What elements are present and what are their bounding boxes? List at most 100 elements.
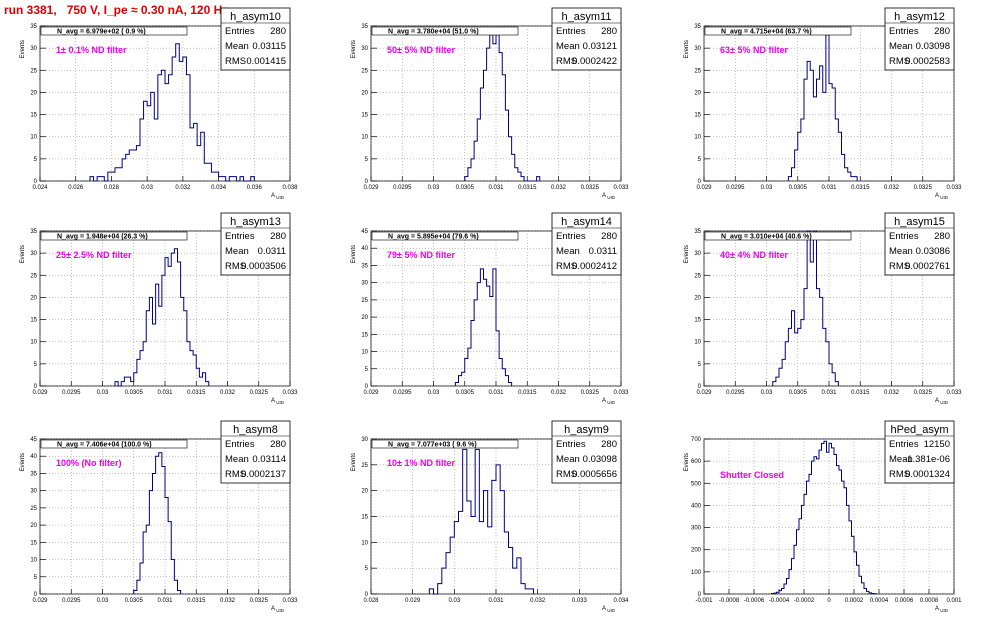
x-tick-label: 0.031 <box>488 598 504 604</box>
x-tick-label: 0.0004 <box>870 598 889 604</box>
stats-key: Entries <box>889 26 919 37</box>
x-tick-label: 0.036 <box>247 185 263 191</box>
navg-box <box>40 26 188 36</box>
x-tick-label: 0.033 <box>613 185 629 191</box>
x-tick-label: 0.029 <box>363 390 379 396</box>
stats-value: 0.0005656 <box>572 469 617 480</box>
x-tick-label: 0.0305 <box>456 390 475 396</box>
y-tick-label: 100 <box>691 570 702 576</box>
y-axis-title: Events <box>351 453 357 471</box>
x-tick-label: 0.029 <box>363 185 379 191</box>
x-tick-label: 0.0325 <box>914 390 933 396</box>
y-tick-label: 30 <box>361 437 368 443</box>
y-tick-label: 35 <box>361 263 368 269</box>
y-tick-label: 25 <box>30 68 37 74</box>
y-tick-label: 30 <box>361 46 368 52</box>
y-tick-label: 5 <box>365 367 369 373</box>
y-tick-label: 0 <box>365 384 369 390</box>
navg-box <box>371 26 519 36</box>
x-axis-title: A UID <box>602 398 616 405</box>
y-tick-label: 15 <box>361 332 368 338</box>
y-tick-label: 20 <box>30 90 37 96</box>
y-tick-label: 25 <box>694 273 701 279</box>
filter-label: 63± 5% ND filter <box>720 45 788 55</box>
histogram-panel: 0.029 0.0295 0.03 0.0305 0.031 0.0315 0.032 0.0… <box>351 212 629 405</box>
stats-value: 280 <box>934 26 950 37</box>
filter-label: 10± 1% ND filter <box>387 458 455 468</box>
x-tick-label: 0.0315 <box>518 390 537 396</box>
stats-key: Mean <box>556 454 580 465</box>
stats-key: Mean <box>889 454 913 465</box>
x-axis-title-subscript: UID <box>275 400 285 405</box>
y-tick-label: 25 <box>694 68 701 74</box>
x-tick-label: 0.032 <box>884 185 900 191</box>
y-axis-title: Events <box>684 453 690 471</box>
x-tick-label: 0.0325 <box>581 185 600 191</box>
stats-value: 0.0001324 <box>905 469 950 480</box>
x-tick-label: 0.03 <box>761 390 773 396</box>
filter-label: 79± 5% ND filter <box>387 250 455 260</box>
navg-label: N_avg = 7.077e+03 ( 9.6 %) <box>388 442 477 449</box>
stats-box <box>551 7 622 71</box>
histogram-name: h_asym9 <box>564 424 609 436</box>
y-axis-title: Events <box>351 40 357 58</box>
stats-key: RMS <box>889 261 910 272</box>
y-tick-label: 15 <box>361 113 368 119</box>
stats-key: Entries <box>556 231 586 242</box>
x-axis-title: A UID <box>602 606 616 613</box>
y-tick-label: 20 <box>694 90 701 96</box>
y-tick-label: 15 <box>30 318 37 324</box>
stats-key: Entries <box>225 26 255 37</box>
x-tick-label: 0.024 <box>32 185 48 191</box>
navg-label: N_avg = 6.979e+02 ( 0.9 %) <box>57 29 146 36</box>
y-tick-label: 200 <box>691 548 702 554</box>
y-axis-title: Events <box>20 40 26 58</box>
x-tick-label: 0.032 <box>220 598 236 604</box>
x-tick-label: 0.028 <box>363 598 379 604</box>
y-tick-label: 30 <box>694 46 701 52</box>
x-tick-label: -0.0006 <box>744 598 765 604</box>
y-tick-label: 10 <box>30 340 37 346</box>
stats-box <box>551 212 622 276</box>
y-tick-label: 5 <box>698 362 702 368</box>
y-tick-label: 30 <box>361 281 368 287</box>
y-tick-label: 25 <box>30 506 37 512</box>
x-axis-title-subscript: UID <box>606 195 616 200</box>
navg-label: N_avg = 7.406e+04 (100.0 %) <box>57 442 152 449</box>
x-tick-label: 0.033 <box>572 598 588 604</box>
x-axis-title: A UID <box>935 193 949 200</box>
x-tick-label: 0.026 <box>68 185 84 191</box>
filter-label: 50± 5% ND filter <box>387 45 455 55</box>
navg-label: N_avg = 4.715e+04 (63.7 %) <box>721 29 812 36</box>
y-tick-label: 0 <box>698 384 702 390</box>
x-axis-title-subscript: UID <box>275 195 285 200</box>
y-tick-label: 20 <box>30 523 37 529</box>
stats-key: RMS <box>225 261 246 272</box>
histogram-line <box>787 34 858 181</box>
x-tick-label: -0.0002 <box>794 598 815 604</box>
x-tick-label: 0.0295 <box>393 185 412 191</box>
x-tick-label: 0.033 <box>946 390 962 396</box>
y-tick-label: 40 <box>30 454 37 460</box>
stats-value: -1.381e-06 <box>904 454 950 465</box>
stats-value: 0.0002412 <box>572 261 617 272</box>
x-tick-label: 0.029 <box>405 598 421 604</box>
y-tick-label: 40 <box>361 246 368 252</box>
y-tick-label: 0 <box>365 592 369 598</box>
x-tick-label: 0.0315 <box>187 598 206 604</box>
x-tick-label: -0.0008 <box>719 598 740 604</box>
y-tick-label: 45 <box>361 229 368 235</box>
x-axis-title: A UID <box>271 193 285 200</box>
y-tick-label: 15 <box>361 515 368 521</box>
y-tick-label: 25 <box>361 463 368 469</box>
histogram-panel: 0.029 0.0295 0.03 0.0305 0.031 0.0315 0.032 0.0… <box>351 7 629 200</box>
y-tick-label: 0 <box>34 384 38 390</box>
navg-label: N_avg = 3.780e+04 (51.0 %) <box>388 29 479 36</box>
x-axis-title: A UID <box>271 398 285 405</box>
histogram-line <box>133 452 182 594</box>
stats-key: Mean <box>556 41 580 52</box>
y-tick-label: 30 <box>30 251 37 257</box>
y-tick-label: 20 <box>361 489 368 495</box>
stats-value: 280 <box>270 231 286 242</box>
